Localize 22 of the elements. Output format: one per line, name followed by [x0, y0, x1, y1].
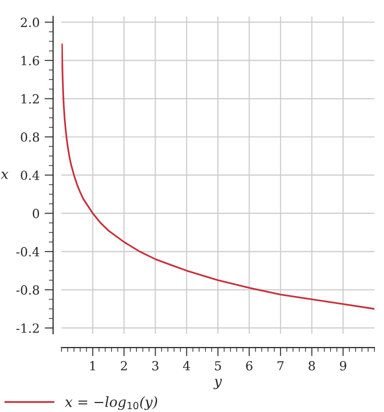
- x-tick-label: 9: [340, 361, 346, 370]
- x-tick-label: 8: [308, 361, 315, 370]
- y-tick-label: -1.2: [16, 323, 39, 333]
- y-tick-label: -0.8: [16, 285, 40, 295]
- x-tick-label: 2: [120, 361, 127, 370]
- x-tick-label: 1: [90, 361, 95, 370]
- x-tick-label: 6: [246, 361, 252, 370]
- y-tick-label: 1.6: [22, 56, 40, 66]
- x-axis-title: y: [213, 378, 222, 390]
- y-tick-label: 0.4: [20, 170, 40, 180]
- y-tick-label: 2.0: [20, 18, 40, 28]
- y-axis-title: x: [0, 172, 8, 179]
- y-tick-label: 0.8: [20, 132, 40, 142]
- x-tick-label: 5: [215, 361, 221, 370]
- x-tick-label: 3: [152, 361, 158, 370]
- x-tick-label: 4: [183, 361, 190, 370]
- line-series: [61, 43, 374, 310]
- x-tick-label: 7: [278, 361, 284, 370]
- y-tick-label: 0: [32, 208, 40, 218]
- legend-label: x = −log$_{10}$(y): [64, 396, 158, 410]
- y-tick-label: 1.2: [22, 94, 39, 104]
- y-tick-label: -0.4: [16, 247, 40, 256]
